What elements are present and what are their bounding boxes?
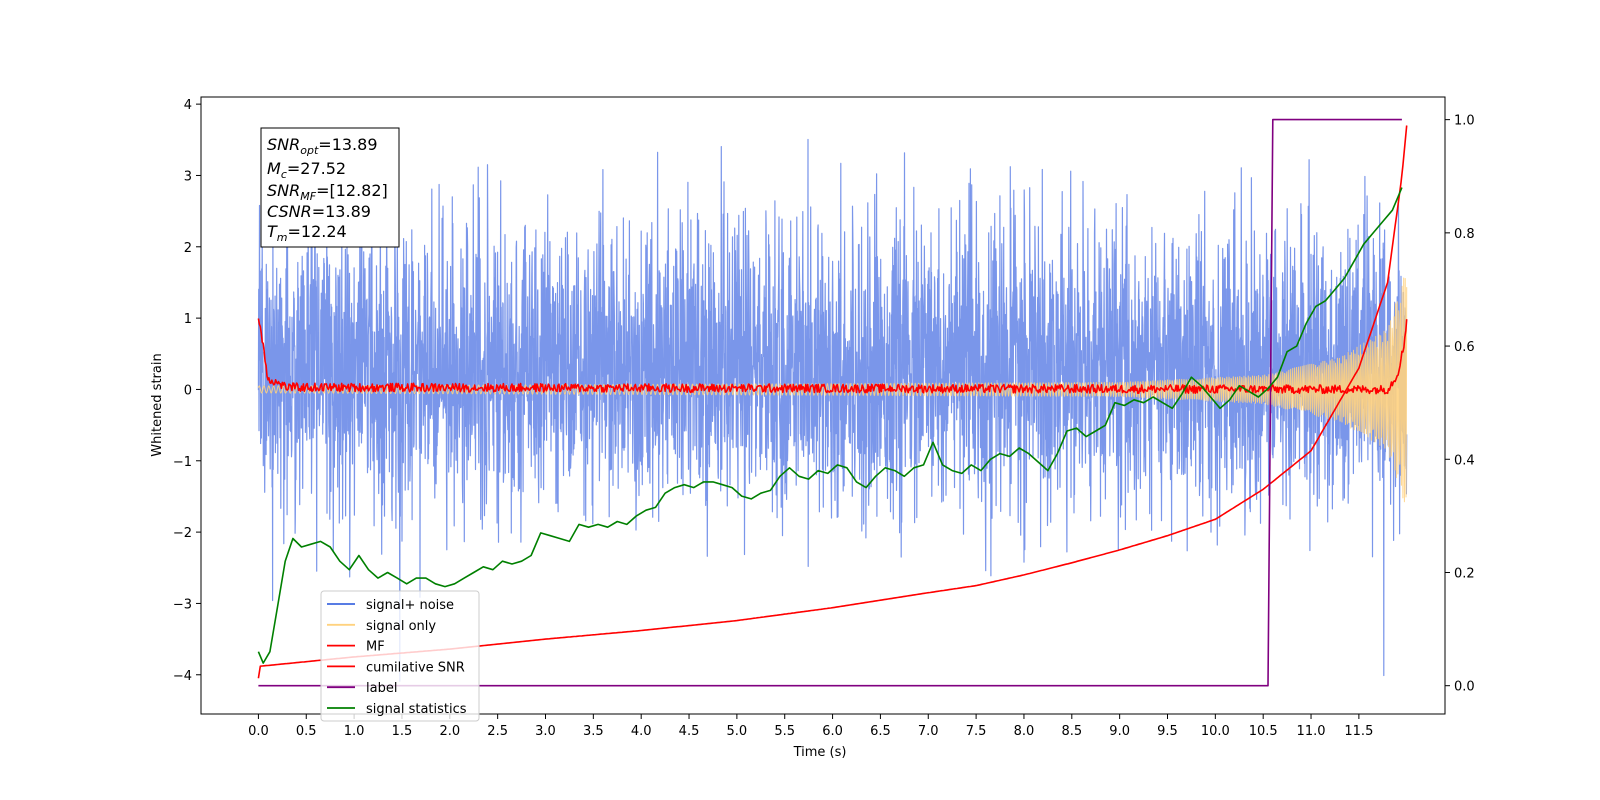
y-axis-left: 4 3 2 1 0 −1 −2 −3 −4 <box>173 98 201 684</box>
y2-tick-label: 0.4 <box>1454 453 1475 468</box>
series-line-mf <box>257 318 1408 395</box>
y-tick-label: 3 <box>184 169 192 184</box>
x-tick-label: 6.5 <box>870 724 891 739</box>
y-tick-label: −2 <box>173 526 192 541</box>
x-tick-label: 3.0 <box>535 724 556 739</box>
y-tick-label: −4 <box>173 669 192 684</box>
x-tick-label: 5.5 <box>774 724 795 739</box>
x-tick-label: 9.5 <box>1157 724 1178 739</box>
legend: signal+ noise signal only MF cumilative SNR… <box>320 590 480 722</box>
legend-frame <box>320 590 480 722</box>
annotation-snr-opt: SNRopt=13.89 <box>267 135 378 157</box>
x-tick-label: 10.0 <box>1201 724 1230 739</box>
x-tick-label: 2.0 <box>439 724 460 739</box>
stats-annotation: SNRopt=13.89 Mc=27.52 SNRMF=[12.82] CSNR… <box>260 127 400 248</box>
legend-label: MF <box>366 640 385 655</box>
x-tick-label: 7.5 <box>966 724 987 739</box>
y2-tick-label: 0.2 <box>1454 566 1475 581</box>
plot-frame <box>200 96 1446 715</box>
x-tick-label: 0.0 <box>248 724 269 739</box>
annotation-tm: Tm=12.24 <box>267 222 347 244</box>
x-axis-label: Time (s) <box>793 745 847 760</box>
x-tick-label: 5.0 <box>727 724 748 739</box>
x-tick-label: 9.0 <box>1109 724 1130 739</box>
x-tick-label: 2.5 <box>487 724 508 739</box>
x-tick-label: 1.0 <box>344 724 365 739</box>
x-tick-label: 6.0 <box>822 724 843 739</box>
y-tick-label: 4 <box>184 98 192 113</box>
x-tick-label: 7.0 <box>918 724 939 739</box>
x-tick-label: 4.0 <box>631 724 652 739</box>
y-tick-label: 0 <box>184 383 192 398</box>
y-axis-label: Whitened strain <box>150 353 165 456</box>
series-line-label <box>258 118 1402 687</box>
x-tick-label: 4.5 <box>679 724 700 739</box>
x-axis: 0.0 0.5 1.0 1.5 2.0 2.5 3.0 3.5 4.0 4.5 5.0 5.5 6.0 6… <box>248 714 1373 739</box>
x-tick-label: 11.5 <box>1344 724 1373 739</box>
x-tick-label: 1.5 <box>392 724 413 739</box>
y-tick-label: 2 <box>184 241 192 256</box>
legend-label: cumilative SNR <box>366 660 465 675</box>
x-tick-label: 3.5 <box>583 724 604 739</box>
y2-tick-label: 0.8 <box>1454 227 1475 242</box>
annotation-csnr: CSNR=13.89 <box>267 202 371 221</box>
x-tick-label: 0.5 <box>296 724 317 739</box>
series-line-signal-noise <box>257 133 1408 682</box>
x-tick-label: 11.0 <box>1297 724 1326 739</box>
annotation-mc: Mc=27.52 <box>267 159 346 181</box>
series-line-signal-statistics <box>257 187 1403 664</box>
legend-label: label <box>366 681 397 696</box>
annotation-snr-mf: SNRMF=[12.82] <box>267 181 388 203</box>
annotation-frame <box>260 127 400 248</box>
x-tick-label: 10.5 <box>1249 724 1278 739</box>
y2-tick-label: 1.0 <box>1454 114 1475 129</box>
y2-tick-label: 0.0 <box>1454 680 1475 695</box>
y2-tick-label: 0.6 <box>1454 340 1475 355</box>
y-tick-label: −1 <box>173 455 192 470</box>
y-tick-label: 1 <box>184 312 192 327</box>
y-tick-label: −3 <box>173 597 192 612</box>
legend-label: signal+ noise <box>366 598 454 613</box>
legend-label: signal statistics <box>366 702 467 717</box>
legend-label: signal only <box>366 619 436 634</box>
x-tick-label: 8.5 <box>1061 724 1082 739</box>
y-axis-right: 1.0 0.8 0.6 0.4 0.2 0.0 <box>1445 114 1475 695</box>
x-tick-label: 8.0 <box>1014 724 1035 739</box>
